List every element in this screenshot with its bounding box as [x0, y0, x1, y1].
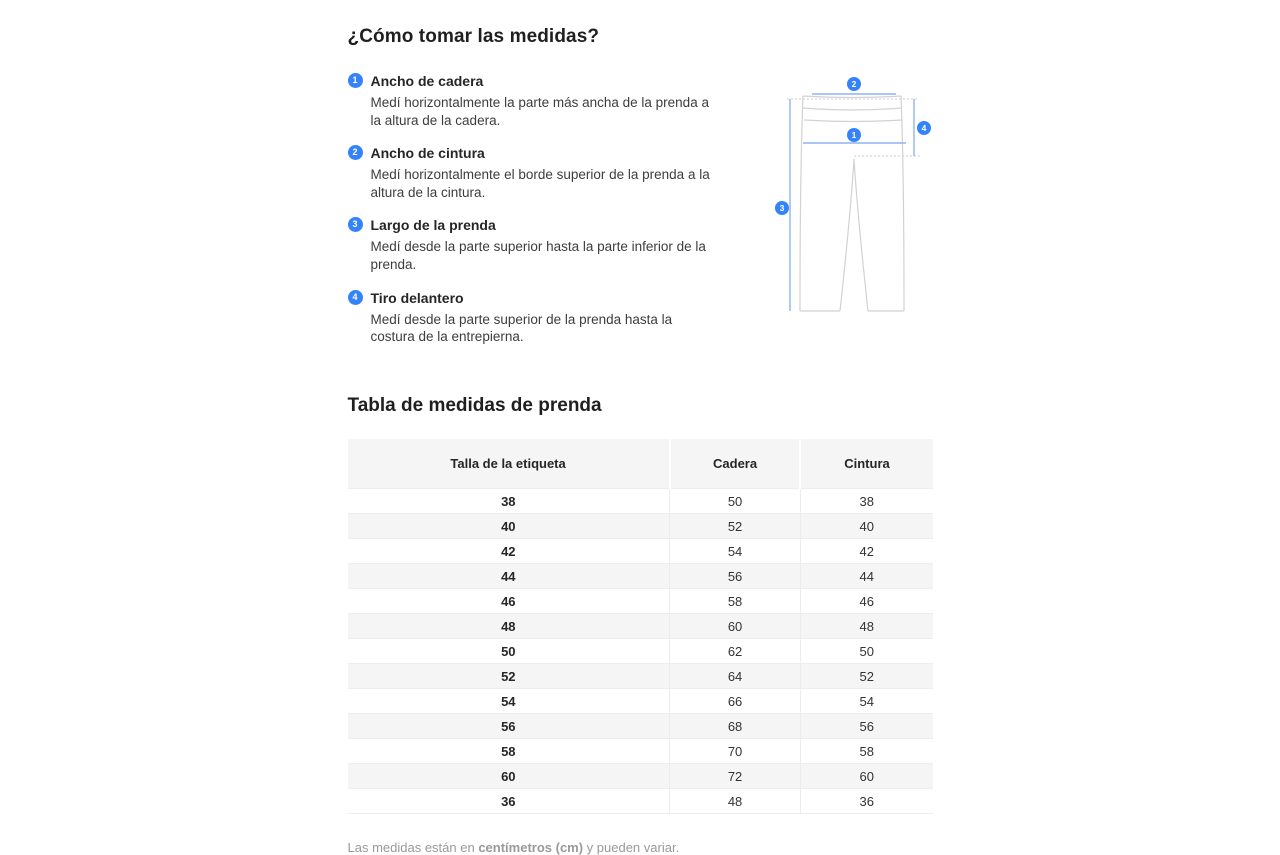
size-label-cell: 38	[347, 488, 670, 514]
pants-outline	[798, 95, 905, 312]
measure-number-badge: 1	[347, 73, 363, 88]
measure-number-badge: 4	[347, 289, 363, 305]
measure-cell: 60	[799, 763, 933, 789]
measure-cell: 58	[799, 738, 933, 764]
measure-cell: 40	[799, 513, 933, 539]
measure-cell: 56	[799, 713, 933, 739]
svg-text:2: 2	[851, 79, 856, 89]
measure-cell: 48	[669, 788, 801, 814]
size-table-body: 38 50 38 40 52 40 42 54 42 44 56 44 46 58 46 48 60 48 50 62…	[347, 488, 933, 814]
table-row: 60 72 60	[347, 763, 933, 789]
diagram-badge-2: 2	[846, 77, 861, 91]
instruction-item: 4 Tiro delantero Medí desde la parte super…	[347, 289, 720, 346]
table-row: 38 50 38	[347, 488, 933, 514]
table-row: 50 62 50	[347, 638, 933, 664]
size-label-cell: 42	[347, 538, 670, 564]
instruction-item: 2 Ancho de cintura Medí horizontalmente el…	[347, 144, 720, 201]
measure-cell: 38	[799, 488, 933, 514]
measure-cell: 52	[799, 663, 933, 689]
size-label-cell: 40	[347, 513, 670, 539]
measure-number-badge: 3	[347, 217, 363, 233]
table-row: 54 66 54	[347, 688, 933, 714]
header-size-label: Talla de la etiqueta	[347, 438, 670, 489]
size-label-cell: 36	[347, 788, 670, 814]
measure-cell: 62	[669, 638, 801, 664]
measurement-lines	[788, 93, 915, 311]
instruction-description: Medí horizontalmente la parte más ancha …	[370, 95, 709, 128]
header-waist: Cintura	[799, 438, 933, 489]
table-row: 48 60 48	[347, 613, 933, 639]
pants-measurement-diagram: 2 1 3 4	[773, 76, 933, 323]
table-row: 36 48 36	[347, 788, 933, 814]
measure-cell: 56	[669, 563, 801, 589]
header-hip: Cadera	[668, 438, 801, 489]
size-label-cell: 54	[347, 688, 670, 714]
table-row: 42 54 42	[347, 538, 933, 564]
measure-cell: 52	[669, 513, 801, 539]
table-row: 40 52 40	[347, 513, 933, 539]
size-table: Talla de la etiqueta Cadera Cintura 38 50…	[347, 438, 933, 815]
size-label-cell: 52	[347, 663, 670, 689]
measure-cell: 50	[669, 488, 801, 514]
measure-cell: 44	[799, 563, 933, 589]
instruction-description: Medí desde la parte superior de la prend…	[370, 311, 673, 345]
measure-cell: 68	[669, 713, 801, 739]
size-label-cell: 60	[347, 763, 670, 789]
measure-cell: 46	[799, 588, 933, 614]
diagram-badge-3: 3	[774, 201, 789, 215]
svg-text:1: 1	[851, 130, 856, 140]
size-table-title: Tabla de medidas de prenda	[347, 394, 602, 416]
table-row: 52 64 52	[347, 663, 933, 689]
measure-cell: 42	[799, 538, 933, 564]
size-label-cell: 58	[347, 738, 670, 764]
measure-cell: 54	[799, 688, 933, 714]
instruction-list: 1 Ancho de cadera Medí horizontalmente la …	[347, 72, 720, 361]
table-row: 56 68 56	[347, 713, 933, 739]
table-row: 58 70 58	[347, 738, 933, 764]
page-title: ¿Cómo tomar las medidas?	[347, 26, 600, 47]
size-label-cell: 44	[347, 563, 670, 589]
svg-text:3: 3	[779, 203, 784, 213]
measure-cell: 36	[799, 788, 933, 814]
measure-cell: 64	[669, 663, 801, 689]
measurement-unit-note: Las medidas están en centímetros (cm) y …	[348, 840, 933, 855]
size-label-cell: 46	[347, 588, 670, 614]
instruction-title: Ancho de cintura	[370, 145, 485, 162]
table-row: 46 58 46	[347, 588, 933, 614]
measure-cell: 50	[799, 638, 933, 664]
dotted-guides	[786, 98, 921, 157]
instruction-title: Tiro delantero	[370, 289, 464, 306]
svg-text:4: 4	[921, 123, 926, 133]
measure-cell: 72	[669, 763, 801, 789]
diagram-badge-4: 4	[916, 121, 931, 135]
size-label-cell: 50	[347, 638, 670, 664]
note-suffix: y pueden variar.	[583, 840, 680, 855]
measure-cell: 58	[669, 588, 801, 614]
size-guide-panel: ¿Cómo tomar las medidas? 1 Ancho de cader…	[347, 0, 933, 855]
note-unit: centímetros (cm)	[478, 840, 584, 855]
measure-number-badge: 2	[347, 145, 363, 161]
instruction-description: Medí horizontalmente el borde superior d…	[370, 167, 710, 200]
measure-cell: 54	[669, 538, 801, 564]
instruction-item: 1 Ancho de cadera Medí horizontalmente la …	[347, 72, 720, 129]
note-prefix: Las medidas están en	[347, 840, 479, 855]
instruction-title: Ancho de cadera	[370, 73, 484, 89]
size-label-cell: 48	[347, 613, 670, 639]
instruction-description: Medí desde la parte superior hasta la pa…	[370, 239, 706, 272]
measure-cell: 48	[799, 613, 933, 639]
measure-instructions-section: 1 Ancho de cadera Medí horizontalmente la …	[347, 72, 933, 361]
pants-diagram-svg: 2 1 3 4	[774, 77, 931, 312]
measure-cell: 60	[669, 613, 801, 639]
size-table-header: Talla de la etiqueta Cadera Cintura	[347, 438, 933, 489]
instruction-item: 3 Largo de la prenda Medí desde la parte s…	[347, 216, 720, 273]
instruction-title: Largo de la prenda	[370, 217, 496, 234]
diagram-badge-1: 1	[846, 128, 861, 142]
measure-cell: 66	[669, 688, 801, 714]
table-row: 44 56 44	[347, 563, 933, 589]
measure-cell: 70	[669, 738, 801, 764]
size-label-cell: 56	[347, 713, 670, 739]
